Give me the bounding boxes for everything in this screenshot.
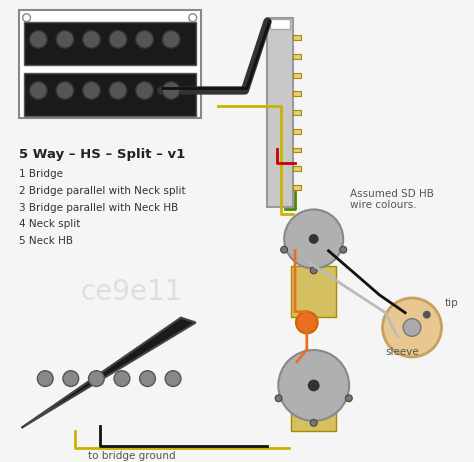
Circle shape [275, 395, 282, 401]
Circle shape [162, 30, 180, 48]
Bar [293, 36, 301, 40]
Bar [271, 18, 290, 29]
Circle shape [284, 209, 343, 268]
Circle shape [310, 267, 317, 274]
Circle shape [383, 298, 442, 357]
Text: 4 Neck split: 4 Neck split [18, 219, 80, 229]
Bar [293, 91, 301, 97]
Circle shape [162, 82, 180, 99]
Bar [293, 185, 301, 190]
Bar [293, 110, 301, 115]
Circle shape [281, 246, 288, 253]
Circle shape [29, 30, 47, 48]
Circle shape [296, 312, 318, 334]
Text: Assumed SD HB
wire colours.: Assumed SD HB wire colours. [350, 189, 434, 210]
Circle shape [308, 380, 319, 391]
Circle shape [136, 30, 154, 48]
Bar [293, 147, 301, 152]
Bar [24, 73, 196, 116]
Bar [291, 266, 337, 316]
Circle shape [114, 371, 130, 386]
Circle shape [340, 246, 346, 253]
Circle shape [82, 82, 100, 99]
Circle shape [136, 82, 154, 99]
Bar [291, 380, 337, 431]
Text: 3 Bridge parallel with Neck HB: 3 Bridge parallel with Neck HB [18, 202, 178, 213]
Circle shape [63, 371, 79, 386]
Circle shape [423, 311, 431, 319]
Bar [293, 54, 301, 59]
Circle shape [189, 14, 197, 22]
Text: 5 Neck HB: 5 Neck HB [18, 236, 73, 246]
Text: tip: tip [445, 298, 458, 308]
Text: 1 Bridge: 1 Bridge [18, 169, 63, 179]
Text: 2 Bridge parallel with Neck split: 2 Bridge parallel with Neck split [18, 186, 185, 196]
Circle shape [278, 350, 349, 421]
Text: sleeve: sleeve [385, 347, 419, 357]
Circle shape [346, 395, 352, 401]
Circle shape [109, 82, 127, 99]
Circle shape [37, 371, 53, 386]
Circle shape [56, 30, 74, 48]
Circle shape [165, 371, 181, 386]
Circle shape [29, 82, 47, 99]
Circle shape [310, 419, 317, 426]
Text: to bridge ground: to bridge ground [88, 451, 175, 462]
Circle shape [56, 82, 74, 99]
Bar [293, 129, 301, 134]
Circle shape [89, 371, 104, 386]
Bar [24, 22, 196, 65]
Bar [293, 73, 301, 78]
Bar [267, 18, 293, 207]
Circle shape [403, 319, 421, 336]
Circle shape [109, 30, 127, 48]
Circle shape [140, 371, 155, 386]
Polygon shape [22, 317, 196, 428]
Bar [293, 166, 301, 171]
Circle shape [82, 30, 100, 48]
Text: 5 Way – HS – Split – v1: 5 Way – HS – Split – v1 [18, 147, 185, 160]
Bar [18, 10, 201, 118]
Circle shape [23, 14, 30, 22]
Circle shape [309, 234, 319, 244]
Text: ce9e11: ce9e11 [81, 278, 183, 306]
